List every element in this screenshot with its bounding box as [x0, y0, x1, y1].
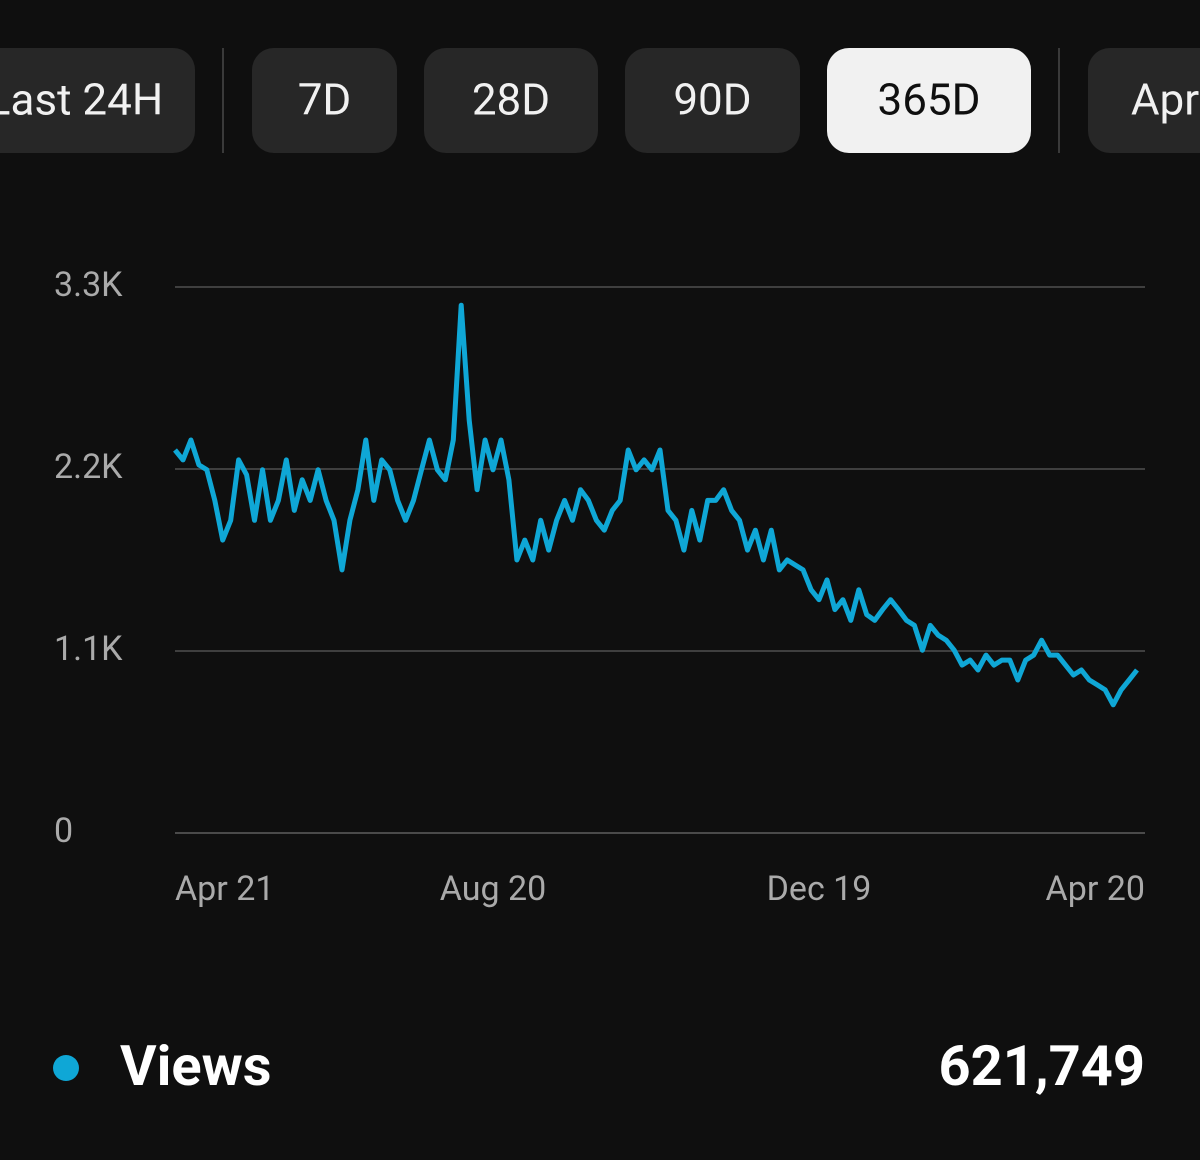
tab-button[interactable]	[1088, 48, 1200, 153]
total-views: 621,749	[938, 1033, 1145, 1099]
tab-button[interactable]	[827, 48, 1031, 153]
legend-dot	[53, 1055, 79, 1081]
x-tick-label: Apr 20	[1046, 869, 1145, 909]
tab-button[interactable]	[625, 48, 800, 153]
tab-button[interactable]	[424, 48, 598, 153]
tab-button[interactable]	[0, 48, 195, 153]
tab-label[interactable]: Last 24H	[0, 74, 163, 126]
y-tick-label: 3.3K	[54, 265, 123, 305]
x-tick-label: Aug 20	[440, 869, 546, 909]
y-tick-label: 0	[54, 811, 73, 851]
legend-label: Views	[120, 1033, 272, 1099]
y-tick-label: 2.2K	[54, 447, 123, 487]
tab-label[interactable]: 365D	[877, 74, 980, 126]
x-tick-label: Dec 19	[767, 869, 872, 909]
x-tick-label: Apr 21	[175, 869, 274, 909]
tab-label[interactable]: 7D	[298, 74, 352, 126]
tab-label[interactable]: 90D	[673, 74, 751, 126]
tab-label[interactable]: Apr	[1131, 74, 1199, 126]
tab-button[interactable]	[252, 48, 397, 153]
line	[173, 302, 1139, 708]
y-tick-label: 1.1K	[54, 629, 123, 669]
tab-label[interactable]: 28D	[472, 74, 550, 126]
